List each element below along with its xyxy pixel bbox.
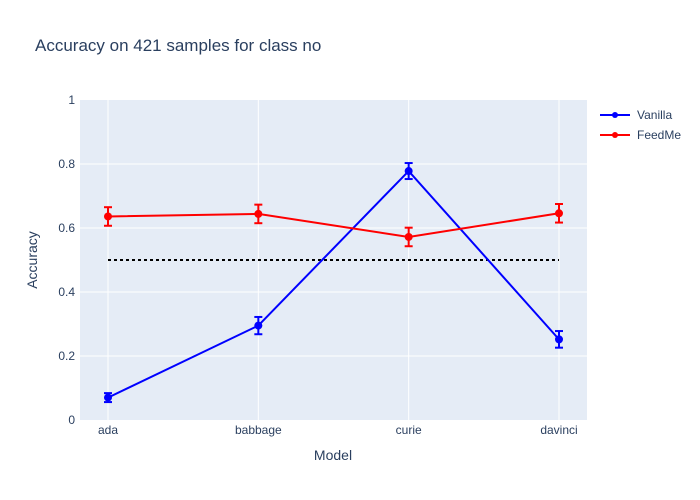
legend-label: FeedMe [637, 128, 681, 142]
legend-label: Vanilla [637, 108, 672, 122]
data-point [404, 232, 413, 241]
data-point [555, 209, 563, 218]
legend-marker-icon [612, 132, 618, 138]
x-axis-ticks: ada babbage curie davinci [98, 423, 578, 437]
y-tick-label: 0.4 [58, 285, 75, 299]
series-line [107, 169, 560, 399]
data-point [104, 393, 112, 402]
data-point [404, 167, 413, 176]
data-point [254, 209, 263, 218]
data-point [555, 335, 563, 344]
series-line [107, 212, 560, 238]
y-tick-label: 0.2 [58, 349, 75, 363]
y-tick-label: 0.8 [58, 157, 75, 171]
series-vanilla [104, 162, 563, 404]
x-tick-label: davinci [540, 423, 577, 437]
x-axis-title: Model [314, 447, 352, 463]
y-tick-label: 0.6 [58, 221, 75, 235]
y-axis-ticks: 0 0.2 0.4 0.6 0.8 1 [58, 93, 75, 427]
y-axis-title: Accuracy [24, 231, 40, 289]
series-feedme [104, 203, 563, 248]
x-tick-label: babbage [235, 423, 282, 437]
data-point [104, 212, 112, 221]
x-tick-label: curie [396, 423, 422, 437]
y-tick-label: 0 [68, 413, 75, 427]
x-tick-label: ada [98, 423, 118, 437]
chart-title: Accuracy on 421 samples for class no [35, 36, 321, 55]
y-tick-label: 1 [68, 93, 75, 107]
legend-item-feedme[interactable]: FeedMe [600, 128, 681, 142]
legend-item-vanilla[interactable]: Vanilla [600, 108, 672, 122]
data-point [254, 321, 263, 330]
legend-marker-icon [612, 112, 618, 118]
series-layer [104, 162, 563, 404]
legend[interactable]: Vanilla FeedMe [600, 108, 681, 142]
